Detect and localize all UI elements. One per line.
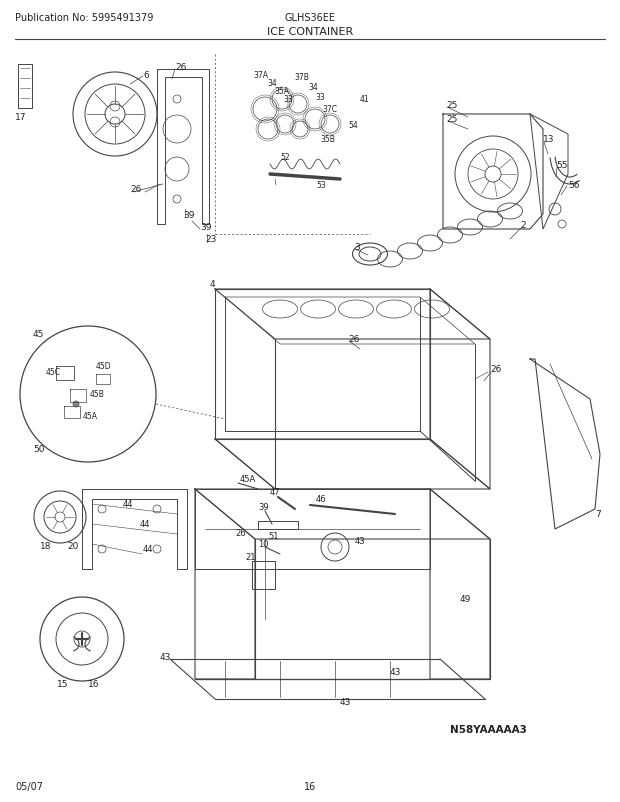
Text: 25: 25	[446, 100, 458, 109]
Text: 7: 7	[595, 510, 601, 519]
Circle shape	[73, 402, 79, 407]
Text: 43: 43	[160, 653, 171, 662]
Text: 51: 51	[268, 532, 278, 541]
Text: 34: 34	[267, 79, 277, 87]
Polygon shape	[530, 359, 600, 529]
Text: 6: 6	[143, 71, 149, 79]
Text: 4: 4	[210, 280, 216, 290]
Text: 20: 20	[67, 542, 78, 551]
Circle shape	[20, 326, 156, 463]
Text: 39: 39	[258, 503, 268, 512]
Text: 15: 15	[57, 679, 68, 689]
Text: 43: 43	[355, 537, 366, 546]
Text: 50: 50	[33, 445, 45, 454]
Text: 33: 33	[315, 92, 325, 101]
Text: 37C: 37C	[322, 105, 337, 115]
Text: 16: 16	[88, 679, 99, 689]
Text: 56: 56	[568, 180, 580, 189]
Text: 2: 2	[520, 221, 526, 229]
Text: 26: 26	[235, 529, 246, 538]
Text: 3: 3	[354, 243, 360, 252]
Text: 45C: 45C	[46, 368, 61, 377]
Text: 35A: 35A	[274, 87, 289, 95]
Text: 53: 53	[316, 180, 326, 189]
Text: 10: 10	[258, 540, 268, 549]
Text: 41: 41	[360, 95, 370, 104]
Text: 37B: 37B	[294, 74, 309, 83]
Text: N58YAAAAA3: N58YAAAAA3	[450, 724, 527, 734]
Text: 16: 16	[304, 781, 316, 791]
Text: 46: 46	[316, 495, 327, 504]
Text: 45A: 45A	[240, 475, 256, 484]
Text: 33: 33	[283, 95, 293, 104]
Text: 21: 21	[245, 553, 255, 561]
Text: 52: 52	[280, 153, 290, 162]
Text: GLHS36EE: GLHS36EE	[285, 13, 335, 23]
Text: 05/07: 05/07	[15, 781, 43, 791]
Text: Publication No: 5995491379: Publication No: 5995491379	[15, 13, 153, 23]
Text: 39: 39	[183, 210, 195, 219]
Text: 47: 47	[270, 488, 281, 497]
Text: 44: 44	[140, 520, 151, 529]
Text: 37A: 37A	[253, 71, 268, 79]
Text: 13: 13	[543, 136, 554, 144]
Text: 26: 26	[348, 335, 360, 344]
Text: 23: 23	[205, 235, 216, 244]
Text: 25: 25	[446, 115, 458, 124]
Text: 55: 55	[556, 160, 567, 169]
Text: 35B: 35B	[320, 136, 335, 144]
Text: 45B: 45B	[90, 390, 105, 399]
Text: 43: 43	[340, 698, 352, 707]
Text: 54: 54	[348, 120, 358, 129]
Text: 26: 26	[490, 365, 502, 374]
Circle shape	[40, 597, 124, 681]
Text: 26: 26	[175, 63, 187, 72]
Text: 45D: 45D	[96, 362, 112, 371]
Text: 45: 45	[33, 330, 45, 339]
Text: 49: 49	[460, 595, 471, 604]
Text: 17: 17	[15, 112, 27, 121]
Text: 39: 39	[200, 222, 211, 231]
Text: 45A: 45A	[83, 412, 98, 421]
Text: 26: 26	[130, 185, 141, 194]
Text: 18: 18	[40, 542, 51, 551]
Text: 44: 44	[123, 500, 133, 508]
Text: 43: 43	[390, 668, 401, 677]
Text: 34: 34	[308, 83, 317, 92]
Text: ICE CONTAINER: ICE CONTAINER	[267, 27, 353, 37]
Text: 44: 44	[143, 545, 154, 554]
